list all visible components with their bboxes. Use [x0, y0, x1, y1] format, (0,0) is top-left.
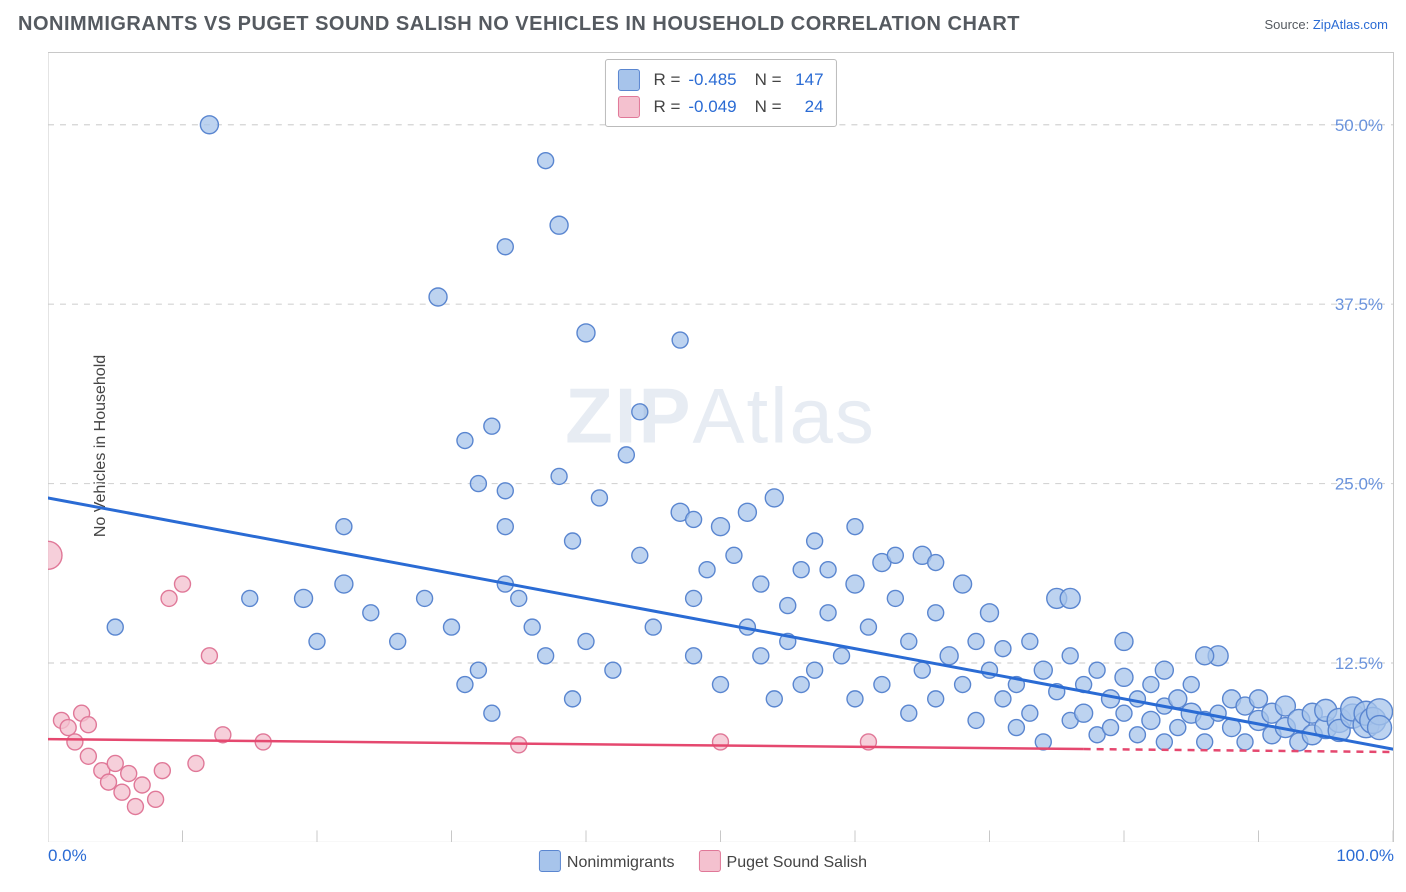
stats-n-label: N =	[755, 93, 782, 120]
svg-text:37.5%: 37.5%	[1335, 295, 1383, 314]
x-axis-min-label: 0.0%	[48, 846, 87, 866]
chart-legend: Nonimmigrants Puget Sound Salish	[539, 850, 867, 872]
legend-item: Puget Sound Salish	[699, 850, 868, 872]
legend-swatch	[699, 850, 721, 872]
plot-area: 12.5% 25.0% 37.5% 50.0% R = -0.485 N = 147 R =-…	[48, 52, 1394, 842]
stats-r-label: R =	[653, 93, 680, 120]
stats-row: R = -0.485 N = 147	[617, 66, 823, 93]
stats-n-value: 24	[790, 93, 824, 120]
svg-text:12.5%: 12.5%	[1335, 654, 1383, 673]
legend-label: Puget Sound Salish	[727, 854, 868, 871]
stats-row: R = -0.049 N = 24	[617, 93, 823, 120]
stats-swatch	[617, 69, 639, 91]
correlation-stats-box: R = -0.485 N = 147 R = -0.049 N = 24	[604, 59, 836, 127]
svg-text:25.0%: 25.0%	[1335, 475, 1383, 494]
stats-r-value: -0.485	[688, 66, 736, 93]
chart-title: NONIMMIGRANTS VS PUGET SOUND SALISH NO V…	[18, 13, 1020, 36]
source-link[interactable]: ZipAtlas.com	[1313, 17, 1388, 32]
legend-item: Nonimmigrants	[539, 850, 675, 872]
stats-n-value: 147	[790, 66, 824, 93]
stats-r-value: -0.049	[688, 93, 736, 120]
legend-label: Nonimmigrants	[567, 854, 675, 871]
x-axis-max-label: 100.0%	[1336, 846, 1394, 866]
stats-n-label: N =	[755, 66, 782, 93]
chart-source: Source: ZipAtlas.com	[1264, 17, 1388, 32]
stats-r-label: R =	[653, 66, 680, 93]
source-prefix: Source:	[1264, 17, 1312, 32]
scatter-plot-svg: 12.5% 25.0% 37.5% 50.0%	[48, 53, 1393, 842]
legend-swatch	[539, 850, 561, 872]
svg-text:50.0%: 50.0%	[1335, 116, 1383, 135]
chart-header: NONIMMIGRANTS VS PUGET SOUND SALISH NO V…	[0, 0, 1406, 48]
stats-swatch	[617, 96, 639, 118]
